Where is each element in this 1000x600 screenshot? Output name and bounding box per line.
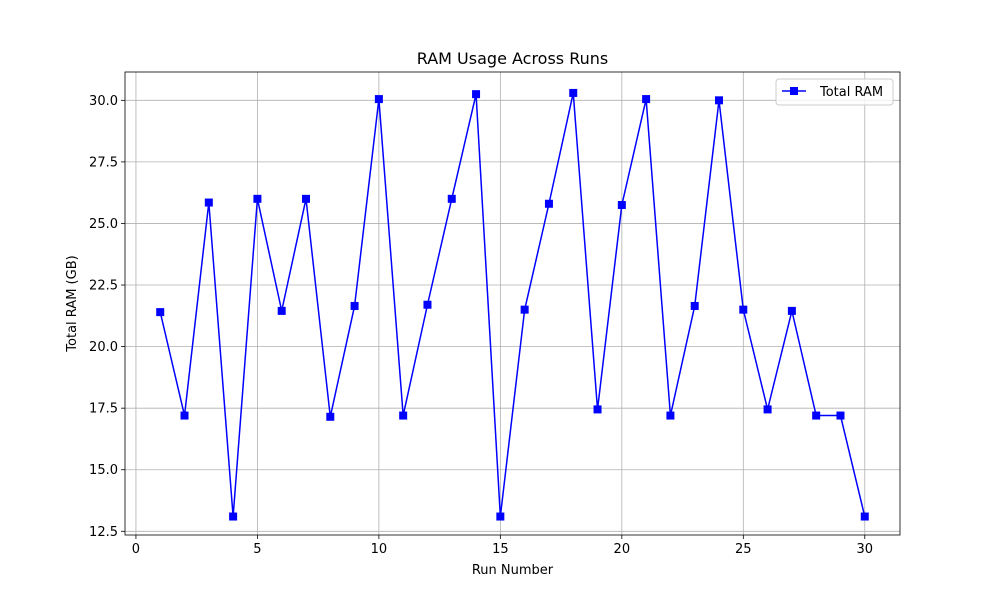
data-point-marker (229, 512, 238, 521)
plot-frame (124, 71, 901, 536)
y-tick-label: 15.0 (89, 463, 118, 478)
data-point-marker (423, 300, 432, 309)
data-point-marker (277, 306, 286, 315)
series-layer (156, 88, 869, 521)
data-point-marker (812, 411, 821, 420)
legend-box (775, 78, 894, 106)
data-point-marker (204, 198, 213, 207)
data-point-marker (836, 411, 845, 420)
data-point-marker (544, 199, 553, 208)
data-point-marker (472, 90, 481, 99)
x-tick-label: 15 (492, 542, 509, 557)
x-tick-label: 25 (735, 542, 752, 557)
y-tick-label: 17.5 (89, 402, 118, 417)
y-tick-label: 22.5 (89, 279, 118, 294)
y-tick-label: 12.5 (89, 525, 118, 540)
x-tick-label: 5 (253, 542, 261, 557)
data-point-marker (569, 88, 578, 97)
data-point-marker (666, 411, 675, 420)
data-point-marker (642, 95, 651, 104)
data-point-marker (860, 512, 869, 521)
data-point-marker (326, 412, 335, 421)
data-point-marker (253, 194, 262, 203)
y-tick-label: 27.5 (89, 155, 118, 170)
data-point-marker (715, 96, 723, 105)
series-line (159, 92, 866, 518)
data-point-marker (739, 305, 748, 314)
legend-label-total-ram: Total RAM (819, 85, 883, 100)
data-point-marker (617, 200, 626, 209)
data-point-marker (520, 305, 529, 314)
x-axis-label: Run Number (472, 563, 554, 578)
plot-area (125, 72, 900, 535)
data-point-marker (350, 301, 359, 310)
data-point-marker (447, 194, 456, 203)
x-tick-label: 20 (614, 542, 631, 557)
chart-title: RAM Usage Across Runs (417, 49, 609, 68)
y-axis: 12.5 15.0 17.5 20.0 22.5 25.0 27.5 30.0 (89, 94, 125, 540)
data-point-marker (302, 194, 310, 203)
y-tick-label: 25.0 (89, 217, 118, 232)
data-point-marker (374, 95, 383, 104)
legend: Total RAM (775, 78, 894, 106)
y-axis-label: Total RAM (GB) (65, 255, 80, 352)
data-point-marker (496, 512, 505, 521)
data-point-marker (593, 405, 602, 414)
y-tick-label: 30.0 (89, 94, 118, 109)
data-point-marker (787, 306, 796, 315)
x-tick-label: 0 (132, 542, 140, 557)
x-axis: 0 5 10 15 20 25 30 (132, 535, 873, 557)
data-point-marker (399, 411, 408, 420)
data-point-marker (763, 405, 772, 414)
x-tick-label: 10 (371, 542, 388, 557)
data-point-marker (690, 301, 699, 310)
y-tick-label: 20.0 (89, 340, 118, 355)
legend-marker-square (790, 87, 798, 95)
data-point-marker (156, 308, 165, 317)
x-tick-label: 30 (856, 542, 873, 557)
data-point-marker (180, 411, 189, 420)
